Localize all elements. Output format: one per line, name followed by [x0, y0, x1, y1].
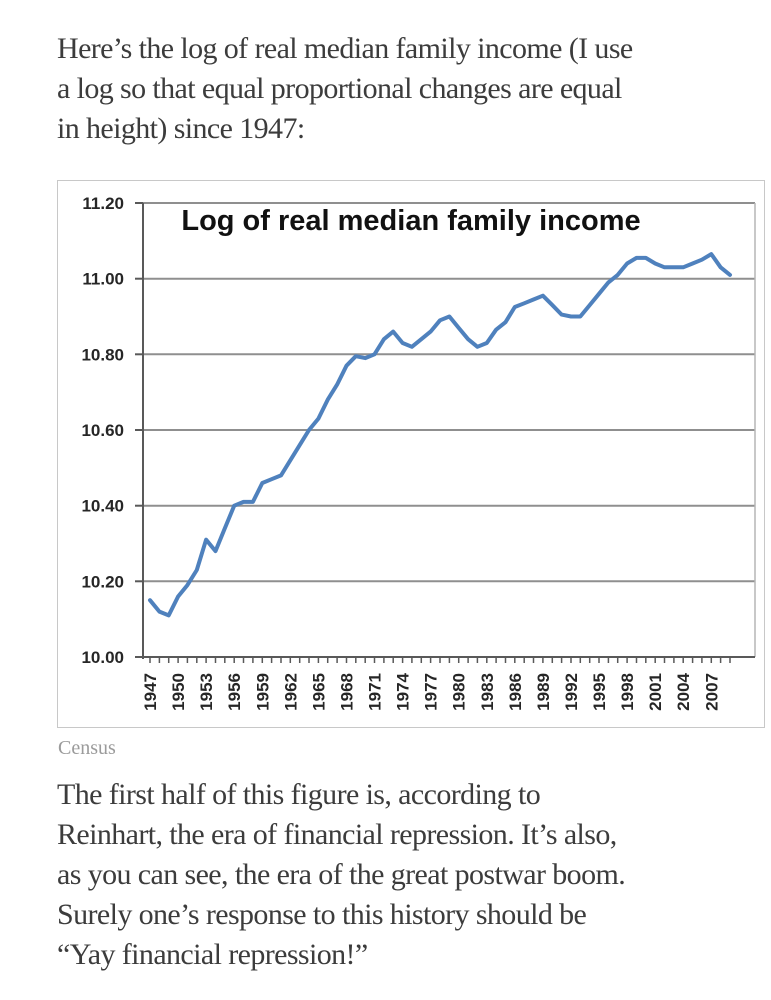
x-tick-label: 1971 [366, 673, 385, 711]
chart-title: Log of real median family income [181, 205, 640, 237]
x-tick-label: 1965 [309, 673, 328, 711]
y-tick-label: 10.80 [81, 345, 124, 364]
x-tick-label: 1977 [422, 673, 441, 711]
x-tick-label: 1974 [394, 672, 413, 710]
intro-paragraph: Here’s the log of real median family inc… [57, 32, 633, 145]
y-tick-label: 10.00 [81, 648, 124, 667]
x-tick-label: 1956 [225, 673, 244, 711]
y-tick-label: 10.20 [81, 572, 124, 591]
x-tick-label: 1947 [141, 673, 160, 711]
x-tick-label: 2007 [702, 673, 721, 711]
closing-paragraph: The first half of this figure is, accord… [57, 778, 626, 971]
x-tick-label: 1953 [197, 673, 216, 711]
x-tick-label: 1968 [338, 673, 357, 711]
x-tick-label: 1992 [562, 673, 581, 711]
x-tick-label: 1950 [169, 673, 188, 711]
x-tick-label: 1983 [478, 673, 497, 711]
x-tick-label: 2001 [646, 673, 665, 711]
x-tick-label: 1962 [281, 673, 300, 711]
y-tick-label: 10.40 [81, 497, 124, 516]
x-tick-label: 2004 [674, 672, 693, 710]
chart-figure: 11.20 11.00 10.80 10.60 10.40 10.20 10.00 1947 1… [57, 180, 765, 728]
income-chart: 11.20 11.00 10.80 10.60 10.40 10.20 10.00 1947 1… [81, 194, 756, 711]
income-series-line [148, 252, 732, 618]
y-tick-label: 11.00 [82, 270, 124, 289]
y-tick-label: 11.20 [82, 194, 124, 213]
x-tick-label: 1989 [534, 673, 553, 711]
y-tick-label: 10.60 [81, 421, 124, 440]
x-tick-label: 1995 [590, 673, 609, 711]
x-tick-label: 1980 [450, 673, 469, 711]
x-tick-label: 1998 [618, 673, 637, 711]
x-tick-label: 1986 [506, 673, 525, 711]
x-tick-label: 1959 [253, 673, 272, 711]
figure-source-caption: Census [58, 737, 116, 759]
